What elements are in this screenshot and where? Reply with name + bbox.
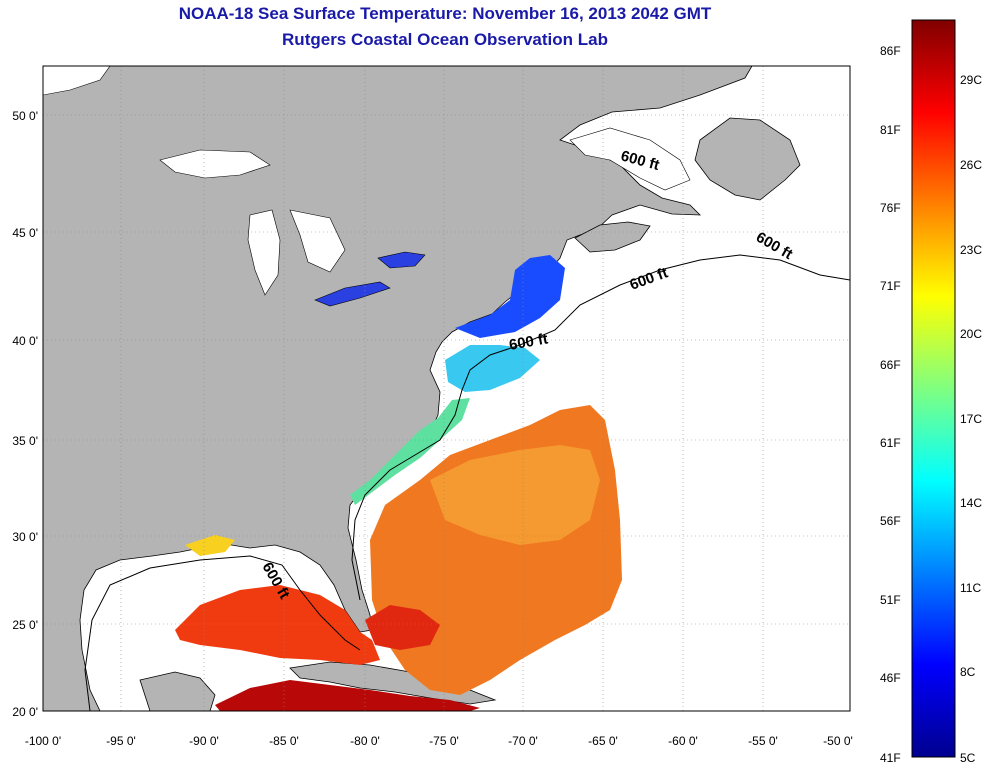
lon-tick-label: -55 0' — [748, 734, 778, 748]
colorbar-c-label: 17C — [960, 412, 982, 426]
lon-tick-label: -95 0' — [106, 734, 136, 748]
lake-michigan — [247, 209, 281, 296]
colorbar-f-label: 76F — [880, 201, 901, 215]
colorbar-f-label: 81F — [880, 123, 901, 137]
lat-tick-label: 35 0' — [12, 434, 38, 448]
hudson-bay-area — [43, 66, 111, 96]
lon-tick-label: -65 0' — [588, 734, 618, 748]
colorbar-f-label: 66F — [880, 358, 901, 372]
isobath-600ft-contour — [84, 254, 851, 712]
colorbar-c-label: 8C — [960, 665, 976, 679]
colorbar-fahrenheit-labels: 86F 81F 76F 71F 66F 61F 56F 51F 46F 41F — [880, 44, 901, 765]
lat-tick-label: 50 0' — [12, 109, 38, 123]
colorbar-f-label: 56F — [880, 514, 901, 528]
longitude-axis-labels: -100 0' -95 0' -90 0' -85 0' -80 0' -75 … — [25, 734, 853, 748]
nova-scotia-land — [574, 221, 651, 253]
colorbar-f-label: 71F — [880, 279, 901, 293]
lon-tick-label: -100 0' — [25, 734, 61, 748]
lat-tick-label: 40 0' — [12, 334, 38, 348]
sst-gulf-north — [185, 535, 235, 556]
lon-tick-label: -60 0' — [668, 734, 698, 748]
colorbar-c-label: 14C — [960, 496, 982, 510]
cuba-land — [289, 661, 497, 705]
lake-superior — [159, 149, 271, 179]
lat-tick-label: 45 0' — [12, 226, 38, 240]
north-america-land — [43, 66, 753, 711]
lat-tick-label: 20 0' — [12, 705, 38, 719]
colorbar-c-label: 29C — [960, 73, 982, 87]
lake-ontario — [377, 251, 426, 269]
colorbar-c-label: 5C — [960, 751, 976, 765]
latitude-axis-labels: 20 0' 25 0' 30 0' 35 0' 40 0' 45 0' 50 0… — [12, 109, 38, 719]
sst-florida-straits — [365, 605, 440, 650]
temperature-colorbar — [911, 19, 956, 758]
colorbar-c-label: 23C — [960, 243, 982, 257]
gulf-st-lawrence — [569, 127, 691, 191]
lat-tick-label: 30 0' — [12, 530, 38, 544]
lon-tick-label: -50 0' — [823, 734, 853, 748]
colorbar-c-label: 26C — [960, 158, 982, 172]
colorbar-f-label: 51F — [880, 593, 901, 607]
colorbar-f-label: 46F — [880, 671, 901, 685]
colorbar-f-label: 41F — [880, 751, 901, 765]
colorbar-c-label: 11C — [960, 581, 981, 595]
lon-tick-label: -70 0' — [508, 734, 538, 748]
colorbar-celsius-labels: 29C 26C 23C 20C 17C 14C 11C 8C 5C — [960, 73, 982, 765]
colorbar-f-label: 61F — [880, 436, 901, 450]
colorbar-c-label: 20C — [960, 327, 982, 341]
lon-tick-label: -75 0' — [429, 734, 459, 748]
colorbar-f-label: 86F — [880, 44, 901, 58]
sst-gulf-mexico — [175, 585, 380, 665]
map-subtitle: Rutgers Coastal Ocean Observation Lab — [282, 30, 608, 49]
map-frame — [42, 65, 851, 712]
lake-huron — [289, 209, 346, 273]
contour-label-midatlantic: 600 ft — [508, 330, 550, 354]
sst-caribbean — [215, 680, 480, 711]
sst-carolinas — [350, 398, 470, 505]
yucatan-land — [139, 671, 216, 711]
lake-erie — [314, 281, 391, 307]
graticule — [43, 66, 850, 711]
map-title: NOAA-18 Sea Surface Temperature: Novembe… — [178, 4, 712, 23]
sst-sargasso-patch — [430, 445, 600, 545]
newfoundland-land — [694, 117, 801, 201]
sst-gulf-maine — [455, 255, 565, 338]
lon-tick-label: -80 0' — [350, 734, 380, 748]
sst-mid-atlantic — [445, 345, 540, 392]
lon-tick-label: -90 0' — [189, 734, 219, 748]
lat-tick-label: 25 0' — [12, 618, 38, 632]
lon-tick-label: -85 0' — [269, 734, 299, 748]
